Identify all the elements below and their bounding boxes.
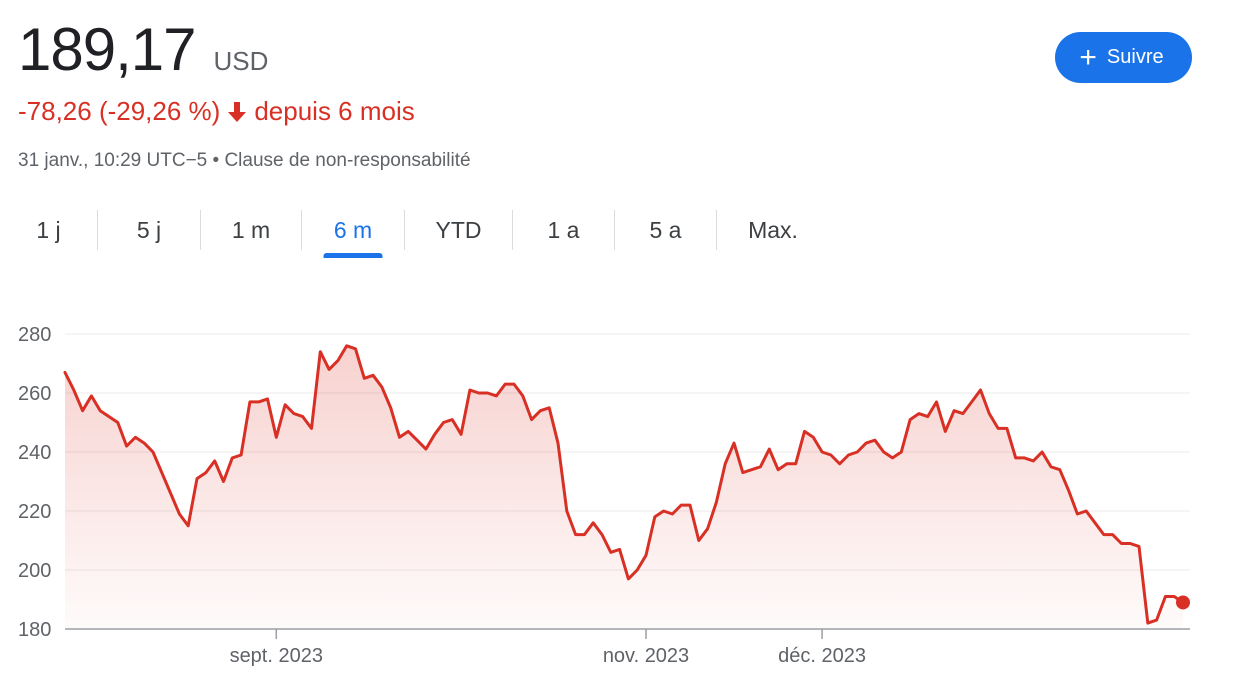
current-price: 189,17 bbox=[18, 16, 197, 83]
x-axis: sept. 2023 nov. 2023 déc. 2023 bbox=[230, 629, 866, 667]
tab-5-days[interactable]: 5 j bbox=[98, 208, 200, 252]
tab-divider bbox=[200, 210, 201, 250]
y-tick-label: 180 bbox=[18, 619, 51, 641]
tab-label: 1 a bbox=[547, 216, 580, 243]
tab-1-day[interactable]: 1 j bbox=[0, 208, 97, 252]
tab-label: 1 m bbox=[231, 216, 271, 243]
tab-6-months[interactable]: 6 m bbox=[302, 208, 404, 258]
change-value: -78,26 (-29,26 %) bbox=[18, 96, 221, 126]
plus-icon: + bbox=[1079, 40, 1097, 74]
follow-button[interactable]: + Suivre bbox=[1055, 32, 1192, 83]
price-chart[interactable]: 180 200 220 240 260 280 sept. 2023 nov. 2023 dé… bbox=[0, 300, 1246, 698]
x-tick-label: nov. 2023 bbox=[603, 645, 689, 667]
x-tick-label: sept. 2023 bbox=[230, 645, 323, 667]
y-tick-label: 280 bbox=[18, 324, 51, 346]
price-header: 189,17 USD bbox=[18, 14, 268, 86]
meta-separator: • bbox=[212, 150, 220, 171]
y-tick-label: 260 bbox=[18, 383, 51, 405]
price-line bbox=[63, 344, 1185, 625]
x-tick-label: déc. 2023 bbox=[778, 645, 866, 667]
tab-max[interactable]: Max. bbox=[717, 208, 829, 252]
tab-ytd[interactable]: YTD bbox=[405, 208, 512, 252]
tab-label: 5 a bbox=[649, 216, 682, 243]
tab-divider bbox=[97, 210, 98, 250]
tab-label: 1 j bbox=[36, 216, 61, 243]
tab-label: 5 j bbox=[136, 216, 162, 243]
tab-1-month[interactable]: 1 m bbox=[201, 208, 301, 252]
disclaimer-link[interactable]: Clause de non-responsabilité bbox=[224, 150, 471, 171]
current-price-marker bbox=[1176, 595, 1190, 610]
y-tick-label: 240 bbox=[18, 442, 51, 464]
change-period: depuis 6 mois bbox=[254, 96, 415, 126]
tab-divider bbox=[614, 210, 615, 250]
tab-divider bbox=[512, 210, 513, 250]
tab-5-years[interactable]: 5 a bbox=[615, 208, 716, 252]
y-tick-label: 200 bbox=[18, 560, 51, 582]
quote-timestamp: 31 janv., 10:29 UTC−5 bbox=[18, 150, 208, 171]
price-area-fill bbox=[65, 345, 1183, 629]
quote-meta: 31 janv., 10:29 UTC−5 • Clause de non-re… bbox=[18, 150, 471, 172]
tab-divider bbox=[404, 210, 405, 250]
currency-label: USD bbox=[213, 46, 269, 76]
y-axis: 180 200 220 240 260 280 bbox=[18, 324, 51, 641]
y-tick-label: 220 bbox=[18, 501, 51, 523]
follow-button-label: Suivre bbox=[1106, 46, 1164, 68]
price-change: -78,26 (-29,26 %) depuis 6 mois bbox=[18, 96, 415, 127]
arrow-down-icon bbox=[226, 100, 248, 124]
tab-label: YTD bbox=[435, 216, 482, 243]
range-tabs: 1 j 5 j 1 m 6 m YTD 1 a 5 a Max. bbox=[0, 208, 829, 258]
tab-label: Max. bbox=[748, 216, 798, 243]
tab-1-year[interactable]: 1 a bbox=[513, 208, 614, 252]
tab-divider bbox=[301, 210, 302, 250]
tab-divider bbox=[716, 210, 717, 250]
tab-label: 6 m bbox=[333, 216, 373, 243]
active-tab-indicator bbox=[323, 253, 383, 258]
